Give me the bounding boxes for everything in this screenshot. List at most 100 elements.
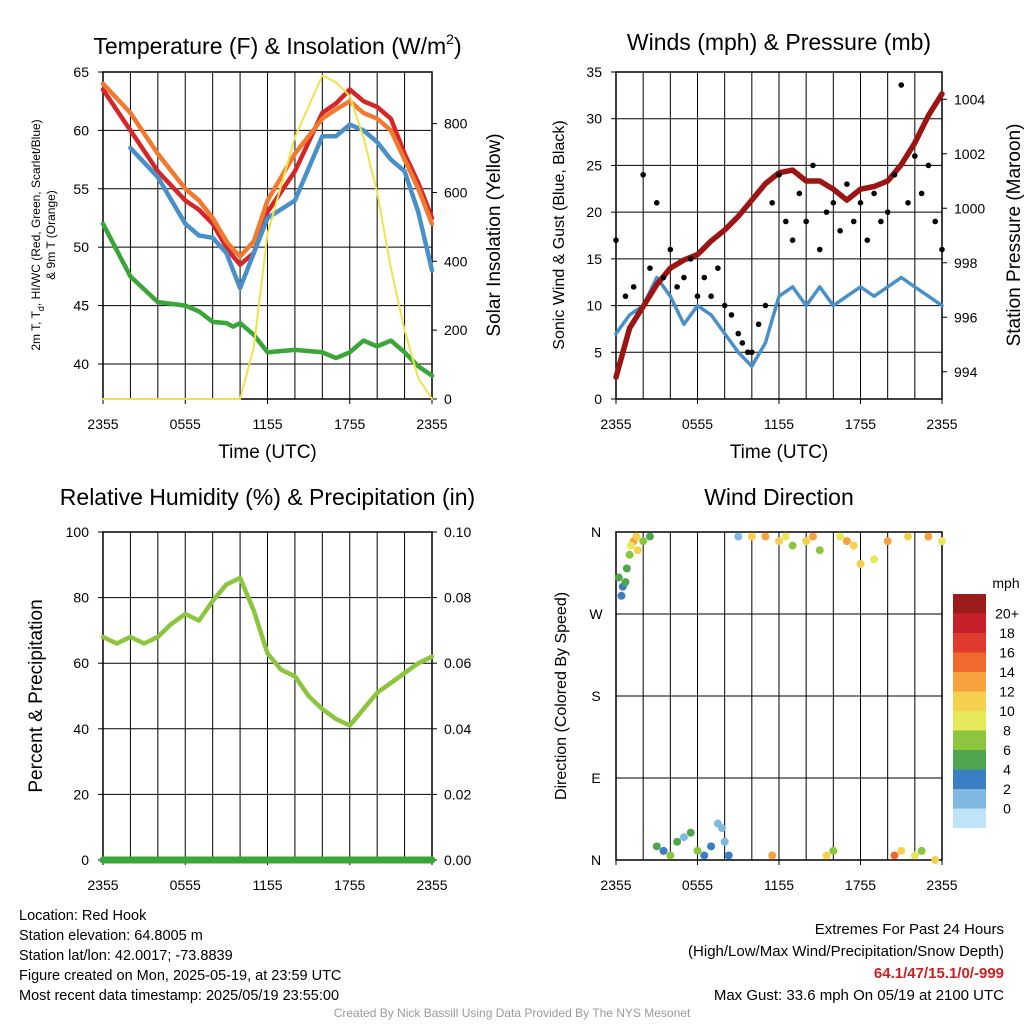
direction-point: [883, 537, 892, 546]
max-gust-text: Max Gust: 33.6 mph On 05/19 at 2100 UTC: [713, 987, 1004, 1004]
direction-point: [808, 532, 817, 541]
x-tick-label-temp: 2355: [416, 416, 447, 432]
direction-point: [724, 851, 733, 860]
x-tick-label-rh: 0555: [170, 877, 201, 893]
direction-point: [822, 851, 831, 860]
direction-point: [686, 828, 695, 837]
temp-panel-title: Temperature (F) & Insolation (W/m2): [93, 31, 461, 59]
y2-tick-label-wind: 1000: [954, 200, 985, 216]
direction-point: [747, 532, 756, 541]
pressure-y2-axis-label: Station Pressure (Maroon): [1004, 124, 1024, 347]
gust-point: [782, 218, 789, 225]
gust-point: [744, 349, 751, 356]
gust-point: [857, 200, 864, 206]
direction-point: [938, 537, 946, 546]
gust-point: [939, 246, 945, 253]
gust-point: [701, 274, 708, 281]
ylabel-part: & 9m T (Orange): [44, 190, 58, 280]
gust-point: [830, 200, 837, 206]
location-text: Location: Red Hook: [19, 908, 147, 924]
insolation-line: [102, 74, 433, 400]
direction-point: [617, 591, 626, 600]
direction-point: [639, 537, 648, 546]
gust-point: [871, 190, 877, 197]
direction-y-axis-label: Direction (Colored By Speed): [553, 592, 570, 800]
direction-point: [856, 559, 865, 568]
legend-swatch: [953, 711, 986, 731]
direction-point: [652, 842, 661, 851]
y-tick-label-rh: 0: [81, 852, 89, 868]
y2-tick-label-wind: 1004: [954, 91, 985, 107]
x-tick-label-rh: 1155: [252, 877, 282, 893]
legend-label: 0: [1003, 801, 1011, 817]
direction-point: [890, 851, 899, 860]
direction-point: [768, 851, 777, 860]
direction-point: [842, 537, 851, 546]
x-tick-label-dir: 2355: [926, 877, 957, 893]
gust-point: [810, 162, 816, 169]
direction-point: [836, 532, 845, 541]
x-tick-label-temp: 1155: [252, 416, 282, 432]
direction-point: [614, 573, 623, 582]
ylabel-part: 2m T, T: [29, 310, 43, 350]
y2-tick-label-rh: 0.08: [444, 590, 471, 606]
gust-point: [653, 200, 660, 206]
y-tick-label-wind: 30: [586, 111, 602, 127]
temp-y-axis-label: 2m T, Td, HI/WC (Red, Green, Scarlet/Blu…: [29, 119, 58, 350]
station-info: Location: Red Hook Station elevation: 64…: [19, 906, 341, 1006]
legend-label: 14: [999, 664, 1015, 680]
legend-label: 16: [999, 645, 1015, 661]
heat-index-line: [128, 122, 435, 291]
y2-tick-label-rh: 0.10: [444, 524, 471, 540]
gust-point: [687, 256, 694, 262]
gust-point: [735, 330, 742, 337]
gust-point: [660, 274, 667, 281]
gust-point: [925, 162, 932, 169]
y-tick-label-temp: 55: [73, 181, 89, 197]
y-tick-label-rh: 100: [66, 524, 90, 540]
gust-point: [739, 340, 746, 346]
temp-x-axis-label: Time (UTC): [218, 442, 317, 463]
temperature-9m-line: [100, 81, 435, 259]
credit-text: Created By Nick Bassill Using Data Provi…: [333, 1006, 691, 1020]
gust-point: [749, 349, 755, 356]
direction-point: [693, 846, 702, 855]
direction-point: [870, 555, 879, 564]
gust-point: [755, 321, 762, 328]
gust-point: [640, 171, 646, 178]
extremes-info: Extremes For Past 24 Hours (High/Low/Max…: [688, 919, 1004, 1007]
direction-tick-label: N: [591, 524, 601, 540]
gust-point: [708, 293, 714, 300]
direction-point: [802, 537, 811, 546]
direction-point: [931, 856, 940, 864]
direction-point: [910, 851, 919, 860]
extremes-subtitle: (High/Low/Max Wind/Precipitation/Snow De…: [688, 943, 1004, 960]
legend-swatch: [953, 769, 986, 789]
direction-point: [917, 846, 926, 855]
y-tick-label-rh: 80: [73, 590, 89, 606]
gust-point: [816, 246, 823, 253]
x-tick-label-dir: 1755: [845, 877, 876, 893]
gust-point: [630, 284, 637, 290]
direction-point: [621, 578, 630, 587]
gust-point: [891, 171, 898, 178]
y2-tick-label-temp: 200: [444, 322, 468, 338]
direction-point: [720, 837, 729, 846]
gust-point: [667, 246, 674, 253]
direction-point: [829, 846, 838, 855]
gust-point: [762, 302, 769, 309]
y2-tick-label-rh: 0.00: [444, 852, 471, 868]
gust-point: [918, 190, 925, 197]
direction-point: [632, 532, 641, 541]
y-tick-label-wind: 0: [594, 391, 602, 407]
title-superscript: 2: [446, 31, 454, 47]
y2-tick-label-temp: 0: [444, 391, 452, 407]
gust-point: [844, 181, 850, 187]
ylabel-subscript: d: [36, 306, 46, 311]
legend-label: 4: [1003, 762, 1011, 778]
y-tick-label-rh: 60: [73, 655, 89, 671]
rh-y-axis-label: Percent & Precipitation: [26, 599, 47, 792]
legend-swatch: [953, 633, 986, 653]
legend-swatch: [953, 652, 986, 672]
